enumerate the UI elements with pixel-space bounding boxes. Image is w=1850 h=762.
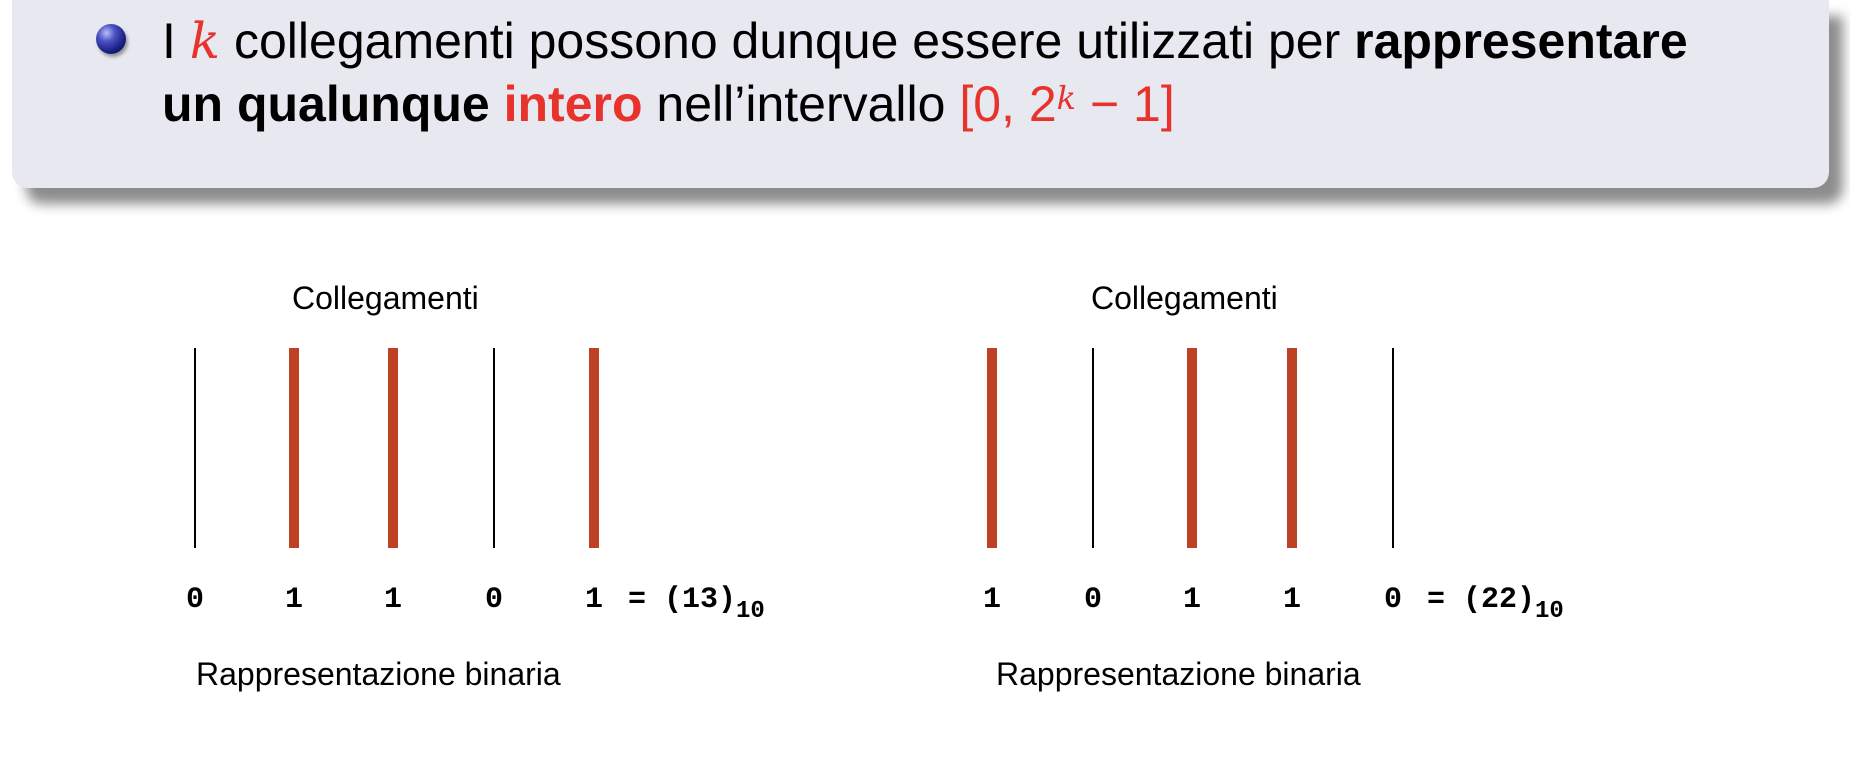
decimal-eq-2: = (22) (1427, 583, 1536, 617)
bit-1-1: 1 (284, 583, 303, 617)
wire-1-4 (589, 348, 599, 548)
statement-line-2: un qualunque intero nell’intervallo [0, … (162, 74, 1175, 134)
text-interval-intro: nell’intervallo (642, 76, 960, 132)
wire-2-1 (1092, 348, 1094, 548)
bit-2-4: 0 (1383, 583, 1402, 617)
interval-open: [0, 2 (959, 76, 1057, 132)
bit-2-0: 1 (982, 583, 1001, 617)
bit-2-3: 1 (1282, 583, 1301, 617)
collegamenti-label-1: Collegamenti (292, 280, 479, 316)
wire-1-3 (493, 348, 495, 548)
interval-exponent: k (1056, 79, 1077, 117)
decimal-value-1: = (13)10 (628, 583, 765, 625)
text-mid: collegamenti possono dunque essere utili… (220, 13, 1355, 69)
ball-bullet-icon (96, 24, 126, 54)
decimal-value-2: = (22)10 (1427, 583, 1564, 625)
wire-2-2 (1187, 348, 1197, 548)
bit-1-4: 1 (584, 583, 603, 617)
bit-1-0: 0 (185, 583, 204, 617)
wire-2-0 (987, 348, 997, 548)
decimal-base-1: 10 (736, 598, 765, 625)
wire-2-3 (1287, 348, 1297, 548)
wire-1-2 (388, 348, 398, 548)
interval-close: − 1] (1076, 76, 1175, 132)
decimal-eq-1: = (13) (628, 583, 737, 617)
wire-1-0 (194, 348, 196, 548)
text-bold-2: un qualunque (162, 76, 490, 132)
variable-k: k (189, 12, 221, 70)
decimal-base-2: 10 (1535, 598, 1564, 625)
bit-2-1: 0 (1083, 583, 1102, 617)
collegamenti-label-2: Collegamenti (1091, 280, 1278, 316)
text-pre: I (162, 13, 190, 69)
statement-block (12, 0, 1829, 188)
interval-expression: [0, 2k − 1] (959, 76, 1174, 132)
binary-label-2: Rappresentazione binaria (996, 656, 1361, 692)
bit-1-3: 0 (484, 583, 503, 617)
binary-label-1: Rappresentazione binaria (196, 656, 561, 692)
text-intero: intero (489, 76, 643, 132)
wire-2-4 (1392, 348, 1394, 548)
wire-1-1 (289, 348, 299, 548)
bit-2-2: 1 (1182, 583, 1201, 617)
bit-1-2: 1 (383, 583, 402, 617)
statement-line-1: I k collegamenti possono dunque essere u… (162, 11, 1688, 71)
text-bold: rappresentare (1354, 13, 1688, 69)
